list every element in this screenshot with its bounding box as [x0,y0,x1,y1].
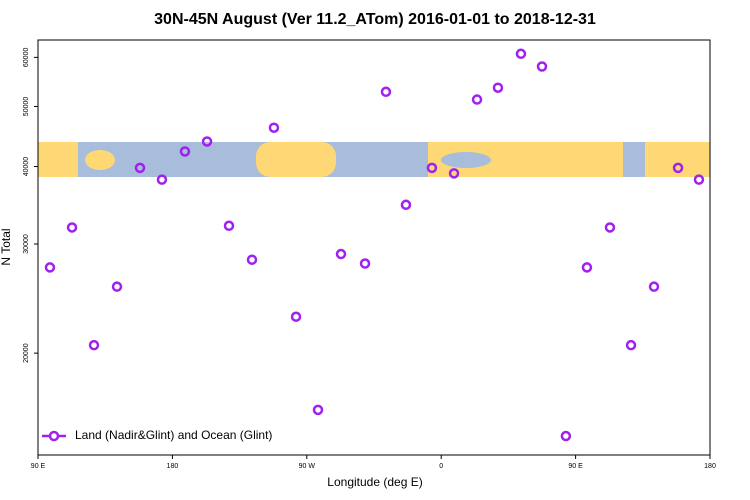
point [88,339,100,351]
point [492,82,504,93]
x-tick-label: 90 E [31,463,46,470]
point [672,162,684,174]
x-tick-label: 180 [167,463,179,470]
point [448,168,460,179]
y-tick-label: 40000 [23,157,30,177]
x-tick-label: 0 [439,463,443,470]
point [536,61,548,72]
x-axis-label: Longitude (deg E) [327,475,422,489]
x-tick-label: 90 W [299,463,316,470]
x-tick-label: 180 [704,463,716,470]
point [246,254,258,265]
y-axis-label: N Total [0,228,13,265]
legend-label: Land (Nadir&Glint) and Ocean (Glint) [75,428,272,442]
point [380,86,392,98]
point [201,136,213,147]
point [400,199,412,211]
point [471,94,483,105]
point [290,311,302,322]
y-tick-label: 60000 [23,48,30,68]
chart-title: 30N-45N August (Ver 11.2_ATom) 2016-01-0… [154,11,596,28]
point [581,262,593,273]
point [66,222,78,233]
point [604,222,616,233]
point [648,281,660,292]
y-tick-label: 50000 [23,97,30,117]
y-tick-label: 30000 [23,234,30,254]
point [693,174,705,185]
point [625,339,637,351]
point [156,174,168,185]
point [111,281,123,292]
point [426,162,438,174]
point [44,262,56,273]
point [560,430,572,442]
point [268,122,280,133]
plot-frame [37,39,711,456]
point [515,48,527,60]
y-tick-label: 20000 [23,343,30,363]
point [223,220,235,232]
point [312,404,324,416]
legend-marker [48,430,60,442]
point [335,248,347,260]
point [179,146,191,157]
point [134,162,146,174]
x-tick-label: 90 E [568,463,583,470]
point [359,258,371,269]
